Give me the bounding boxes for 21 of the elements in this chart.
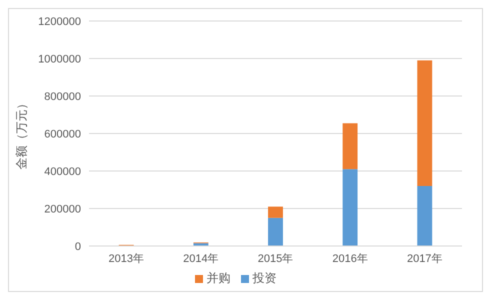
y-tick-label: 1200000 (38, 16, 81, 28)
y-tick-label: 400000 (44, 166, 81, 178)
bar (268, 218, 283, 246)
bar (342, 169, 358, 246)
x-tick-label: 2014年 (183, 252, 219, 265)
bar (342, 123, 358, 170)
y-tick-label: 0 (74, 240, 81, 253)
legend-label: 并购 (206, 271, 230, 285)
bar (268, 206, 283, 218)
x-tick-label: 2013年 (108, 252, 144, 265)
x-tick-label: 2016年 (332, 252, 368, 265)
y-tick-label: 1000000 (38, 53, 81, 66)
legend-label: 投资 (252, 271, 276, 285)
y-tick-label: 200000 (44, 203, 81, 216)
x-tick-label: 2017年 (406, 252, 442, 265)
x-tick-label: 2015年 (258, 252, 294, 265)
bar (417, 60, 432, 186)
y-tick-label: 600000 (44, 128, 81, 140)
y-tick-label: 800000 (44, 90, 81, 103)
bar (417, 186, 432, 246)
y-axis-title: 金额（万元） (14, 98, 28, 170)
